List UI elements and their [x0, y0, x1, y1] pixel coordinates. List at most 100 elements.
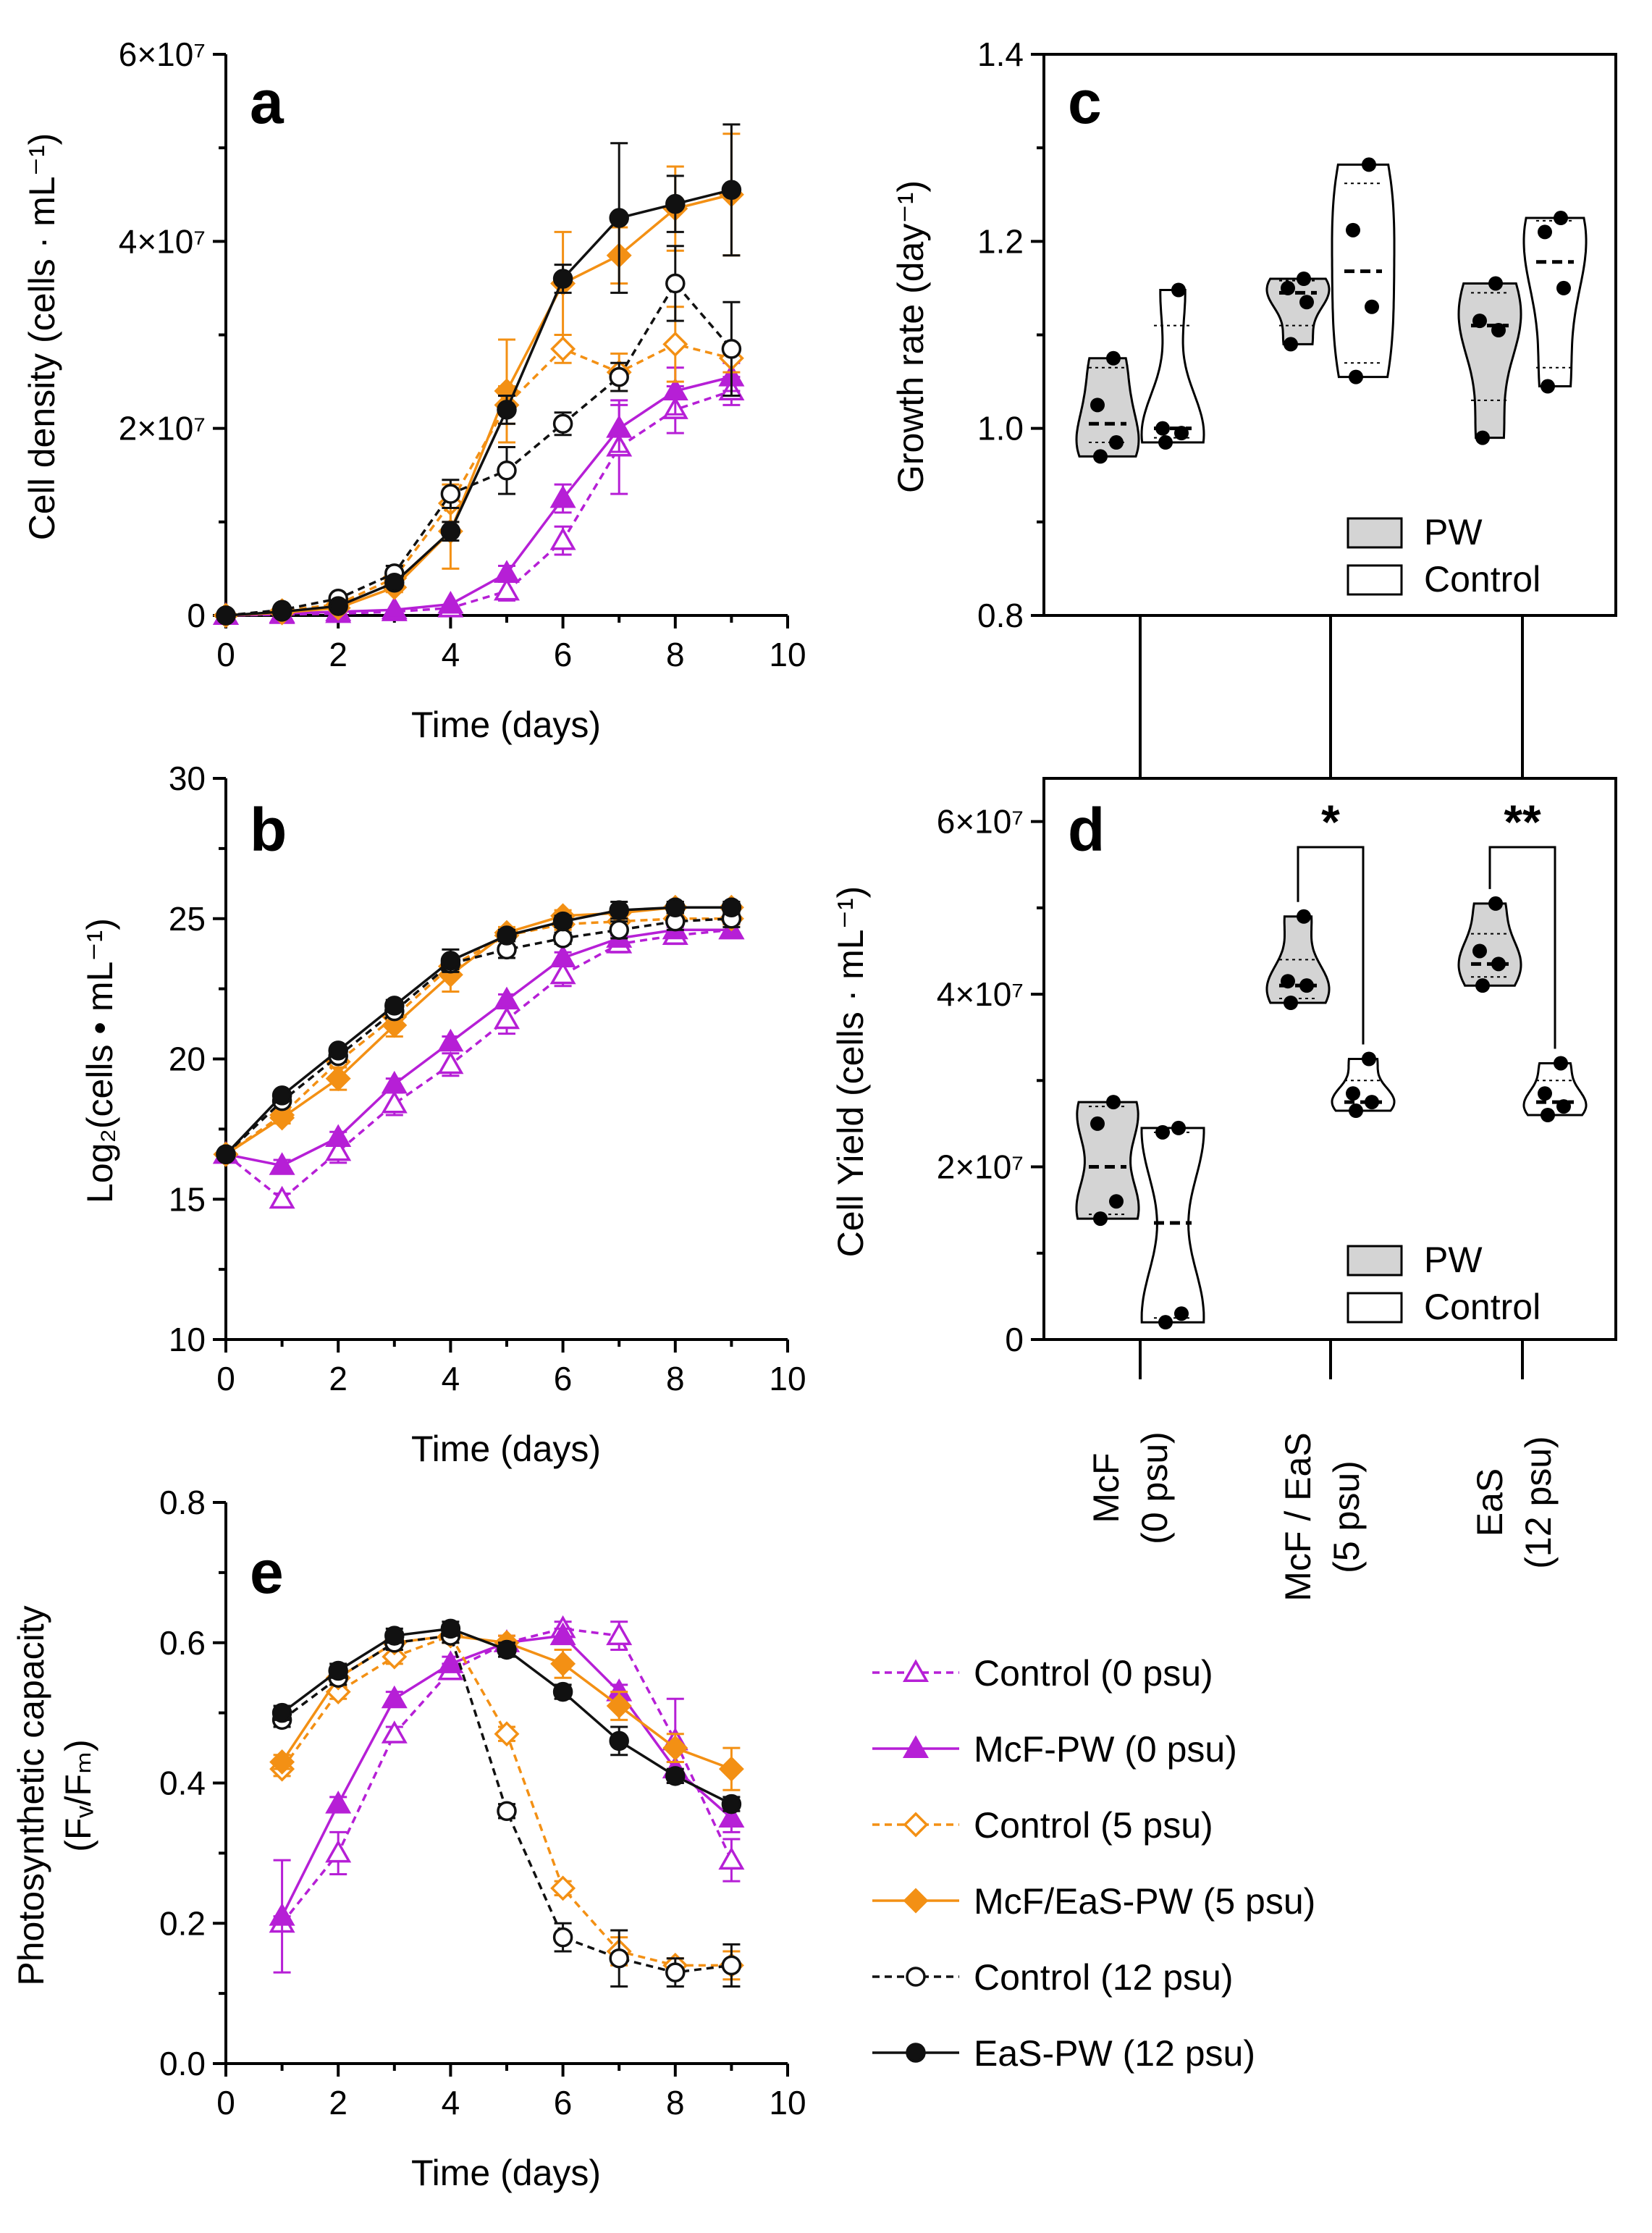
- panel-d-cell-yield: d Cell Yield (cells · mL⁻¹) 0 2×10⁷ 4×10⁷ 6…: [830, 777, 1617, 1358]
- y-tick-label: 0: [187, 597, 206, 634]
- violin-point: [1554, 1056, 1568, 1071]
- category-label-1-line2: (5 psu): [1326, 1460, 1367, 1573]
- violin-point: [1365, 1095, 1379, 1110]
- data-point: [549, 485, 576, 508]
- series-line: [225, 281, 733, 617]
- category-labels: McF (0 psu) McF / EaS (5 psu) EaS (12 ps…: [1086, 1431, 1559, 1602]
- data-point: [216, 605, 236, 626]
- significance-label: *: [1321, 795, 1340, 849]
- legend-marker: [902, 1735, 930, 1758]
- panel-e-plot-area: 0 2 4 6 8 10 0.0 0.2 0.4 0.6 0.8: [159, 1484, 806, 2121]
- series-1: [212, 361, 745, 625]
- violin-point: [1284, 996, 1298, 1010]
- panel-a-xlabel: Time (days): [411, 705, 601, 745]
- series-2: [213, 306, 744, 628]
- violin-point: [1155, 421, 1170, 436]
- violin-pw: [1075, 1095, 1140, 1227]
- x-tick-label: 10: [769, 2084, 806, 2121]
- legend-item: Control (5 psu): [872, 1805, 1213, 1846]
- violin-point: [1538, 224, 1552, 240]
- data-point: [440, 484, 461, 504]
- violin-legend: PW Control: [1347, 512, 1541, 600]
- violin-point: [1491, 956, 1506, 972]
- data-point: [271, 1702, 292, 1723]
- data-point: [437, 1028, 464, 1052]
- series-5: [271, 1618, 742, 1814]
- y-tick-label: 25: [169, 900, 206, 938]
- x-tick-label: 8: [666, 1360, 685, 1397]
- panel-e-ylabel-line2: (Fᵥ/Fₘ): [58, 1739, 98, 1852]
- data-point: [552, 269, 573, 289]
- violin-point: [1556, 1099, 1571, 1114]
- data-point: [381, 1720, 408, 1744]
- data-point: [497, 925, 517, 946]
- data-point: [550, 1651, 576, 1677]
- legend-swatch: [1347, 1245, 1403, 1277]
- legend-label: Control (12 psu): [974, 1957, 1234, 1998]
- data-point: [721, 1955, 742, 1976]
- violin-body: [1075, 357, 1140, 458]
- category-label-0-line2: (0 psu): [1134, 1431, 1175, 1544]
- legend-item: Control (12 psu): [872, 1957, 1234, 1998]
- panel-a-cell-density: a Cell density (cells · mL⁻¹) Time (days…: [22, 35, 806, 745]
- panel-e-ylabel-line1: Photosynthetic capacity: [11, 1605, 51, 1985]
- category-label-0-line1: McF: [1086, 1452, 1126, 1523]
- series-line: [225, 390, 732, 617]
- x-tick-label: 4: [442, 1360, 460, 1397]
- violin-point: [1554, 211, 1568, 226]
- data-point: [216, 1144, 236, 1164]
- violin-point: [1556, 280, 1571, 295]
- violin-pw: [1265, 909, 1331, 1010]
- series-line: [225, 906, 732, 1156]
- data-point: [552, 928, 573, 949]
- data-point: [497, 461, 517, 481]
- category-label-1-line1: McF / EaS: [1278, 1432, 1318, 1601]
- panel-a-plot-area: 0 2 4 6 8 10 0 2×10⁷ 4×10⁷ 6×10⁷: [119, 35, 806, 673]
- data-point: [665, 1962, 686, 1982]
- data-point: [721, 1793, 742, 1814]
- data-point: [721, 339, 742, 359]
- legend-marker: [906, 1967, 926, 1987]
- violin-point: [1090, 398, 1105, 413]
- violin-control: [1522, 211, 1588, 394]
- violin-point: [1106, 350, 1121, 366]
- data-point: [609, 900, 629, 920]
- violin-body: [1522, 1062, 1588, 1116]
- legend-label: EaS-PW (12 psu): [974, 2033, 1255, 2074]
- x-tick-label: 0: [216, 636, 235, 673]
- y-tick-label: 0.8: [977, 597, 1024, 634]
- violin-point: [1297, 272, 1311, 286]
- violin-point: [1346, 1086, 1360, 1101]
- data-point: [665, 897, 686, 917]
- y-tick-label: 0.2: [159, 1904, 206, 1942]
- data-point: [497, 1639, 517, 1660]
- data-point: [440, 951, 461, 971]
- plot-frame: [1042, 777, 1617, 1341]
- data-point: [721, 897, 742, 917]
- panel-c-ylabel: Growth rate (day⁻¹): [890, 180, 931, 493]
- data-point: [662, 377, 688, 400]
- violin-point: [1171, 1120, 1186, 1135]
- series-line: [225, 342, 732, 617]
- violin-point: [1281, 280, 1295, 295]
- violin-group-2: [1457, 211, 1588, 445]
- data-point: [328, 1040, 348, 1061]
- violin-point: [1488, 896, 1503, 911]
- violin-group-2: [1457, 896, 1588, 1122]
- legend-label: Control: [1424, 1287, 1541, 1327]
- legend-label: Control (5 psu): [974, 1805, 1213, 1846]
- violin-point: [1299, 978, 1314, 993]
- data-point: [721, 180, 742, 201]
- legend-item: Control (0 psu): [872, 1653, 1213, 1694]
- violin-point: [1349, 1103, 1363, 1119]
- series-0: [212, 376, 745, 625]
- violin-point: [1158, 1315, 1173, 1330]
- data-point: [384, 573, 405, 593]
- violin-point: [1281, 974, 1295, 989]
- violin-body: [1457, 902, 1522, 987]
- panel-b-log2-density: b Log₂(cells • mL⁻¹) Time (days) 0 2 4 6 8 10…: [80, 760, 806, 1469]
- x-tick-label: 0: [216, 1360, 235, 1397]
- y-tick-label: 20: [169, 1040, 206, 1078]
- y-tick-label: 1.2: [977, 222, 1024, 260]
- y-tick-label: 2×10⁷: [119, 410, 206, 447]
